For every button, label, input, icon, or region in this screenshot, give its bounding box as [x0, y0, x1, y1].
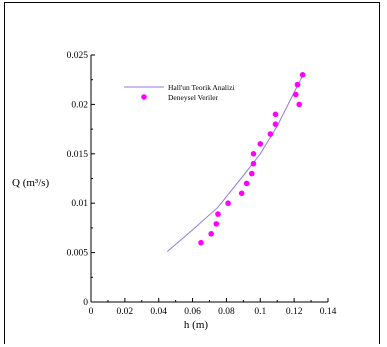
data-point: [294, 81, 301, 88]
data-point: [272, 111, 279, 118]
x-tick-label: 0.12: [286, 307, 303, 317]
y-tick-label: 0.015: [67, 150, 89, 160]
legend-marker-swatch: [141, 94, 147, 100]
data-point: [250, 160, 257, 167]
x-tick-label: 0.04: [150, 307, 167, 317]
data-point: [249, 170, 255, 177]
data-point: [299, 72, 306, 78]
data-point: [215, 211, 221, 217]
data-point: [198, 239, 204, 246]
chart-frame: [4, 2, 380, 344]
data-point: [267, 131, 274, 137]
x-axis-title: h (m): [184, 319, 208, 331]
data-point: [250, 151, 257, 157]
y-tick-label: 0: [83, 298, 88, 308]
x-tick-label: 0.1: [254, 307, 266, 317]
y-tick-label: 0.01: [71, 199, 88, 209]
legend-label-theory: Hall'un Teorik Analizi: [168, 83, 235, 92]
x-tick-label: 0.14: [320, 307, 337, 317]
legend-label-experimental: Deneysel Veriler: [168, 93, 219, 102]
data-point: [243, 180, 250, 187]
y-tick-label: 0.025: [67, 51, 89, 61]
data-point: [272, 121, 279, 127]
data-point: [296, 101, 303, 108]
x-tick-label: 0.08: [218, 307, 235, 317]
data-point: [213, 221, 220, 227]
x-tick-label: 0: [89, 307, 94, 317]
x-tick-label: 0.06: [184, 307, 201, 317]
data-point: [257, 141, 264, 147]
x-tick-label: 0.02: [117, 307, 134, 317]
y-tick-label: 0.005: [67, 249, 89, 259]
data-point: [238, 190, 245, 197]
y-axis-title: Q (m³/s): [12, 177, 50, 189]
data-point: [293, 91, 299, 98]
data-point: [225, 200, 231, 206]
y-tick-label: 0.02: [71, 100, 88, 110]
legend: Hall'un Teorik Analizi Deneysel Veriler: [124, 83, 235, 102]
theory-curve: [166, 75, 304, 252]
data-point: [208, 231, 214, 237]
